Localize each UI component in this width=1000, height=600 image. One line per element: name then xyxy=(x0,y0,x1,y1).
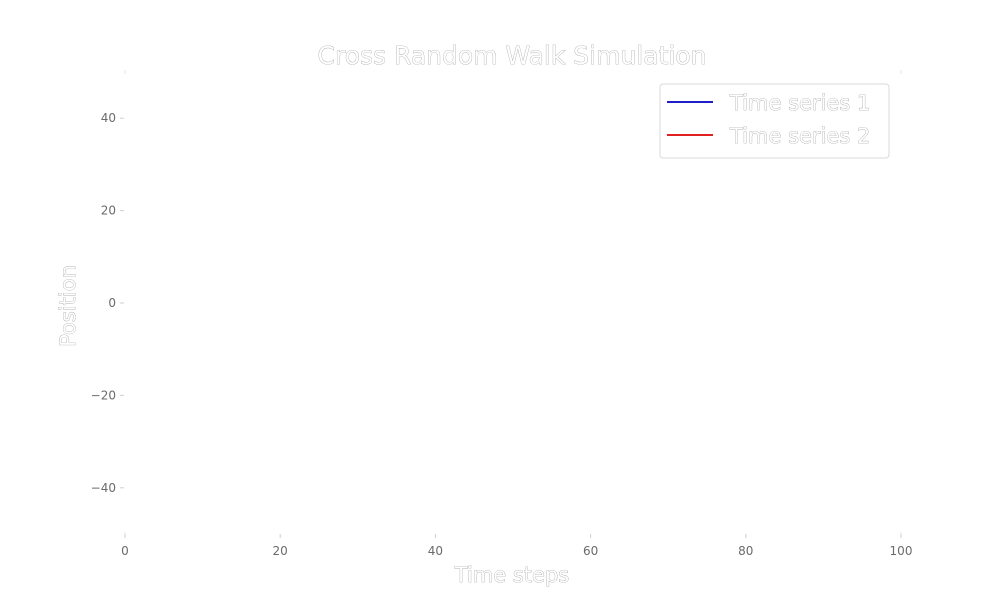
x-tick-label: 20 xyxy=(273,544,288,558)
legend-frame xyxy=(659,83,890,159)
x-axis-ticks: 0 20 40 60 80 100 xyxy=(121,534,912,558)
x-tick-label: 60 xyxy=(583,544,598,558)
y-tick-label: 0 xyxy=(108,296,116,310)
x-tick-label: 0 xyxy=(121,544,129,558)
chart-title: Cross Random Walk Simulation xyxy=(318,41,707,70)
y-tick-label: −40 xyxy=(91,481,116,495)
y-tick-label: −20 xyxy=(91,388,116,402)
x-tick-label: 40 xyxy=(428,544,443,558)
y-axis-ticks: 40 20 0 −20 −40 xyxy=(91,111,124,495)
y-tick-label: 20 xyxy=(101,204,116,218)
x-tick-label: 100 xyxy=(890,544,913,558)
x-tick-label: 80 xyxy=(738,544,753,558)
y-axis-label: Position xyxy=(56,265,80,347)
legend-label-series-2: Time series 2 xyxy=(729,124,870,148)
legend: Time series 1 Time series 2 xyxy=(659,83,890,159)
legend-label-series-1: Time series 1 xyxy=(729,91,870,115)
y-tick-label: 40 xyxy=(101,111,116,125)
x-axis-label: Time steps xyxy=(454,563,569,587)
